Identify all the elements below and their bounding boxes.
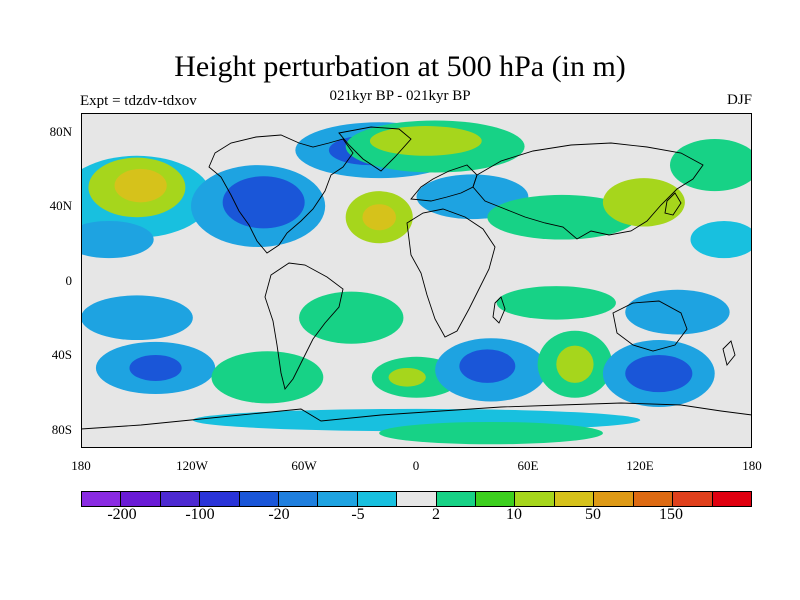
- coastline-australia: [612, 300, 688, 352]
- anomaly-region: [625, 289, 730, 335]
- anomaly-region: [299, 291, 404, 344]
- colorbar-label: -20: [268, 506, 290, 523]
- colorbar-swatch: [712, 492, 751, 506]
- y-tick-label: 40S: [51, 347, 72, 362]
- colorbar-label: 50: [585, 506, 601, 523]
- map-panel: [81, 113, 752, 448]
- colorbar-swatch: [594, 492, 634, 506]
- season-label: DJF: [726, 92, 752, 108]
- map-canvas: [81, 113, 752, 448]
- coastlines: [81, 126, 752, 430]
- colorbar-swatch: [554, 492, 595, 506]
- anomaly-region: [81, 295, 193, 341]
- map-border: [81, 113, 752, 448]
- coastline-madagascar: [492, 296, 506, 324]
- coastline-antarctica: [81, 402, 752, 430]
- anomaly-region: [369, 126, 482, 156]
- y-tick-label: 40N: [49, 198, 72, 213]
- anomaly-region: [222, 176, 305, 229]
- colorbar-swatch: [239, 492, 280, 506]
- coastline-japan: [664, 192, 682, 216]
- map-title: Height perturbation at 500 hPa (in m): [174, 50, 626, 83]
- x-tick-label: 180: [71, 458, 91, 473]
- anomaly-region: [625, 354, 693, 393]
- coastline-south-america: [264, 262, 344, 390]
- anomaly-region: [114, 168, 167, 203]
- coastline-north-america: [208, 134, 354, 254]
- colorbar-swatch: [515, 492, 555, 506]
- experiment-label: Expt = tdzdv-tdxov: [80, 93, 197, 109]
- colorbar-swatch: [476, 492, 516, 506]
- map-subtitle: 021kyr BP - 021kyr BP: [329, 88, 471, 104]
- anomaly-region: [81, 220, 154, 259]
- colorbar-swatch: [318, 492, 358, 506]
- anomaly-region: [602, 178, 685, 227]
- anomaly-region: [556, 345, 594, 383]
- colorbar-swatch: [160, 492, 201, 506]
- x-tick-label: 180: [742, 458, 762, 473]
- colorbar-swatch: [357, 492, 398, 506]
- coastline-greenland: [338, 126, 412, 172]
- anomaly-region: [487, 194, 637, 240]
- anomaly-region: [459, 349, 516, 383]
- colorbar-label: 2: [432, 506, 440, 523]
- colorbar-swatch: [436, 492, 477, 506]
- anomaly-region: [496, 286, 616, 320]
- colorbar-swatch: [397, 492, 437, 506]
- colorbar: [81, 491, 752, 507]
- colorbar-label: 150: [659, 506, 683, 523]
- colorbar-swatch: [279, 492, 319, 506]
- x-tick-label: 120W: [176, 458, 208, 473]
- y-tick-label: 80S: [51, 422, 72, 437]
- y-tick-label: 80N: [49, 124, 72, 139]
- x-tick-label: 60W: [291, 458, 317, 473]
- anomaly-region: [362, 204, 396, 231]
- anomaly-region: [388, 367, 426, 387]
- colorbar-label: -5: [351, 506, 365, 523]
- x-tick-label: 60E: [517, 458, 539, 473]
- coastline-africa: [406, 208, 496, 338]
- colorbar-swatch: [633, 492, 674, 506]
- colorbar-label: 10: [506, 506, 522, 523]
- coastline-new-zealand: [722, 340, 736, 366]
- anomaly-region: [690, 220, 752, 259]
- anomaly-region: [670, 139, 752, 192]
- colorbar-label: -200: [107, 506, 137, 523]
- colorbar-label: -100: [185, 506, 215, 523]
- colorbar-swatch: [673, 492, 713, 506]
- x-tick-label: 0: [412, 458, 420, 473]
- anomaly-region: [129, 354, 182, 381]
- x-tick-label: 120E: [626, 458, 654, 473]
- colorbar-swatch: [82, 492, 122, 506]
- colorbar-swatch: [121, 492, 161, 506]
- coastline-asia: [472, 142, 704, 240]
- anomaly-region: [379, 421, 603, 445]
- anomaly-regions: [81, 120, 752, 445]
- anomaly-region: [211, 351, 324, 404]
- y-tick-label: 0: [65, 273, 73, 288]
- colorbar-swatch: [200, 492, 240, 506]
